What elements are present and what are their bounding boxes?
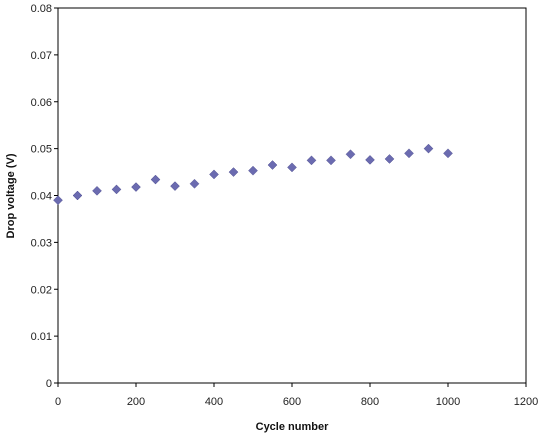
y-tick-label: 0.02 bbox=[31, 284, 52, 296]
x-tick-label: 600 bbox=[283, 396, 301, 408]
data-points bbox=[53, 143, 453, 206]
x-tick-label: 200 bbox=[127, 396, 145, 408]
x-tick-label: 1000 bbox=[436, 396, 460, 408]
y-axis-title: Drop voltage (V) bbox=[5, 153, 17, 238]
y-tick-label: 0 bbox=[46, 378, 52, 390]
plot-area bbox=[57, 7, 527, 384]
data-point bbox=[404, 148, 414, 159]
data-point bbox=[72, 190, 83, 201]
data-point bbox=[267, 160, 278, 170]
x-tick-label: 400 bbox=[205, 396, 223, 408]
data-point bbox=[423, 143, 434, 154]
y-tick-label: 0.06 bbox=[31, 97, 52, 109]
data-point bbox=[189, 178, 200, 189]
data-point bbox=[287, 162, 297, 173]
data-point bbox=[365, 155, 375, 165]
data-point bbox=[248, 165, 258, 176]
data-point bbox=[345, 149, 356, 160]
data-point bbox=[326, 155, 336, 166]
y-tick-label: 0.05 bbox=[31, 144, 52, 156]
data-point bbox=[131, 182, 141, 192]
data-point bbox=[209, 169, 219, 180]
x-tick-label: 800 bbox=[361, 396, 379, 408]
data-point bbox=[150, 174, 161, 185]
y-axis-ticks: 0 0.01 0.02 0.03 0.04 0.05 0.06 0.07 0.08 bbox=[31, 3, 58, 390]
y-tick-label: 0.04 bbox=[31, 191, 52, 203]
data-point bbox=[53, 195, 63, 206]
x-axis-ticks: 0 200 400 600 800 1000 1200 bbox=[55, 383, 538, 408]
x-axis-title: Cycle number bbox=[256, 421, 329, 433]
y-tick-label: 0.01 bbox=[31, 331, 52, 343]
data-point bbox=[170, 181, 180, 191]
y-tick-label: 0.07 bbox=[31, 50, 52, 62]
data-point bbox=[111, 184, 122, 195]
data-point bbox=[228, 167, 239, 177]
y-tick-label: 0.08 bbox=[31, 3, 52, 15]
y-tick-label: 0.03 bbox=[31, 237, 52, 249]
data-point bbox=[306, 155, 317, 166]
data-point bbox=[92, 185, 102, 196]
data-point bbox=[443, 148, 453, 159]
x-tick-label: 1200 bbox=[514, 396, 538, 408]
data-point bbox=[384, 154, 395, 164]
x-tick-label: 0 bbox=[55, 396, 61, 408]
